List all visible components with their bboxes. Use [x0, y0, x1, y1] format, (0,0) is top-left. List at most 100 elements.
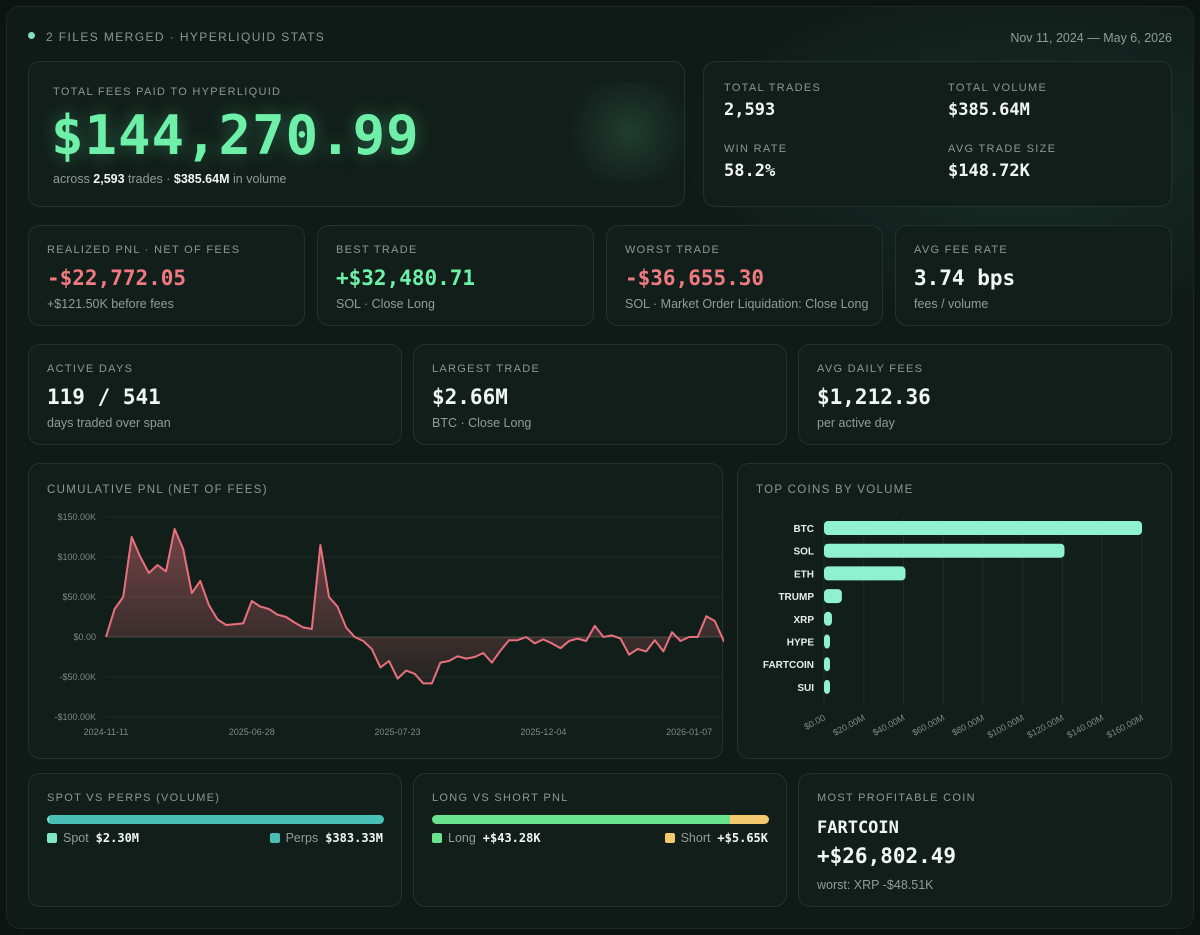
coin-bar: [824, 657, 830, 672]
short-bar-segment: [730, 815, 769, 824]
cumulative-pnl-chart: $150.00K $100.00K $50.00K $0.00 -$50.00K -$10…: [54, 512, 724, 737]
spot-perps-label: SPOT VS PERPS (VOLUME): [47, 792, 221, 804]
most-profitable-card: MOST PROFITABLE COIN FARTCOIN +$26,802.4…: [798, 773, 1172, 907]
y-tick-label: $100.00K: [57, 552, 96, 562]
worst-trade-card: WORST TRADE -$36,655.30 SOL · Market Ord…: [606, 225, 883, 326]
spot-perps-bar: [47, 815, 384, 824]
cumulative-pnl-card: CUMULATIVE PNL (NET OF FEES) $150.00K $10…: [28, 463, 724, 759]
best-trade-value: +$32,480.71: [336, 266, 476, 290]
total-fees-value: $144,270.99: [51, 104, 420, 167]
avg-trade-size-label: AVG TRADE SIZE: [948, 143, 1057, 155]
long-short-label: LONG VS SHORT PNL: [432, 792, 569, 804]
coin-label: TRUMP: [778, 592, 814, 603]
y-tick-label: -$50.00K: [59, 672, 96, 682]
coin-label: ETH: [794, 569, 814, 580]
short-legend-swatch: [664, 833, 675, 843]
top-coins-title: TOP COINS BY VOLUME: [756, 484, 914, 496]
largest-trade-value: $2.66M: [432, 385, 508, 409]
status-dot: [28, 32, 35, 39]
y-tick-label: -$100.00K: [54, 712, 96, 722]
x-tick-label: $80.00M: [950, 713, 986, 738]
coin-bar: [824, 543, 1065, 558]
coin-label: BTC: [793, 524, 814, 535]
realized-pnl-sub: +$121.50K before fees: [47, 297, 174, 311]
coin-label: SOL: [793, 547, 814, 558]
spot-perps-card: SPOT VS PERPS (VOLUME) Spot $2.30M Perps…: [28, 773, 402, 907]
y-tick-label: $150.00K: [57, 512, 96, 522]
active-days-value: 119 / 541: [47, 385, 161, 409]
avg-daily-fees-label: AVG DAILY FEES: [817, 363, 924, 375]
avg-fee-rate-card: AVG FEE RATE 3.74 bps fees / volume: [895, 225, 1172, 326]
y-tick-label: $0.00: [73, 632, 96, 642]
long-legend: Long +$43.28K: [432, 831, 541, 845]
worst-coin-sub: worst: XRP -$48.51K: [817, 878, 934, 892]
spot-bar-segment: [47, 815, 49, 824]
coin-bar: [824, 679, 830, 694]
total-fees-label: TOTAL FEES PAID TO HYPERLIQUID: [53, 86, 282, 98]
perps-legend: Perps $383.33M: [269, 831, 383, 845]
active-days-label: ACTIVE DAYS: [47, 363, 134, 375]
hero-glow: [549, 82, 709, 182]
x-tick-label: $20.00M: [831, 713, 867, 738]
largest-trade-sub: BTC · Close Long: [432, 416, 532, 430]
realized-pnl-card: REALIZED PNL · NET OF FEES -$22,772.05 +…: [28, 225, 305, 326]
total-fees-card: TOTAL FEES PAID TO HYPERLIQUID $144,270.…: [28, 61, 709, 207]
pnl-area-fill: [106, 529, 724, 684]
x-tick-label: $40.00M: [871, 713, 907, 738]
coin-bar: [824, 566, 906, 581]
largest-trade-label: LARGEST TRADE: [432, 363, 541, 375]
header-title: 2 FILES MERGED · HYPERLIQUID STATS: [46, 30, 326, 44]
date-range: Nov 11, 2024 — May 6, 2026: [1010, 31, 1172, 45]
y-tick-label: $50.00K: [62, 592, 96, 602]
spot-legend: Spot $2.30M: [47, 831, 139, 845]
active-days-sub: days traded over span: [47, 416, 171, 430]
best-trade-card: BEST TRADE +$32,480.71 SOL · Close Long: [317, 225, 594, 326]
best-trade-sub: SOL · Close Long: [336, 297, 435, 311]
avg-trade-size-value: $148.72K: [948, 161, 1030, 181]
total-volume-value: $385.64M: [948, 100, 1030, 120]
total-trades-value: 2,593: [724, 100, 776, 120]
x-tick-label: $160.00M: [1105, 713, 1145, 741]
avg-daily-fees-sub: per active day: [817, 416, 895, 430]
largest-trade-card: LARGEST TRADE $2.66M BTC · Close Long: [413, 344, 787, 445]
x-tick-label: $0.00: [802, 713, 827, 732]
top-coins-card: TOP COINS BY VOLUME $0.00 $20.00M $40.00M $…: [737, 463, 1172, 759]
x-tick-label: $60.00M: [911, 713, 947, 738]
most-profitable-coin: FARTCOIN: [817, 818, 899, 838]
total-fees-sub: across 2,593 trades · $385.64M in volume: [53, 172, 287, 186]
realized-pnl-label: REALIZED PNL · NET OF FEES: [47, 244, 241, 256]
x-tick-label: 2025-07-23: [375, 727, 421, 737]
total-volume-label: TOTAL VOLUME: [948, 82, 1048, 94]
worst-trade-label: WORST TRADE: [625, 244, 721, 256]
long-short-bar: [432, 815, 769, 824]
x-tick-label: $140.00M: [1065, 713, 1105, 741]
spot-legend-swatch: [47, 833, 57, 843]
best-trade-label: BEST TRADE: [336, 244, 418, 256]
cumulative-pnl-title: CUMULATIVE PNL (NET OF FEES): [47, 484, 268, 496]
avg-fee-rate-label: AVG FEE RATE: [914, 244, 1009, 256]
x-tick-label: 2026-01-07: [666, 727, 712, 737]
pnl-line: [105, 528, 724, 685]
x-tick-label: 2025-06-28: [229, 727, 275, 737]
coin-label: FARTCOIN: [763, 660, 814, 671]
x-tick-label: $100.00M: [986, 713, 1026, 741]
avg-fee-rate-sub: fees / volume: [914, 297, 989, 311]
worst-trade-value: -$36,655.30: [625, 266, 765, 290]
most-profitable-value: +$26,802.49: [817, 844, 957, 868]
win-rate-label: WIN RATE: [724, 143, 788, 155]
coin-label: XRP: [793, 615, 814, 626]
total-trades-label: TOTAL TRADES: [724, 82, 822, 94]
coin-bar: [824, 634, 830, 649]
perps-bar-segment: [49, 815, 384, 824]
avg-daily-fees-card: AVG DAILY FEES $1,212.36 per active day: [798, 344, 1172, 445]
coin-bar: [824, 589, 842, 604]
x-tick-label: $120.00M: [1025, 713, 1065, 741]
perps-legend-swatch: [269, 833, 280, 843]
active-days-card: ACTIVE DAYS 119 / 541 days traded over s…: [28, 344, 402, 445]
long-short-card: LONG VS SHORT PNL Long +$43.28K Short +$…: [413, 773, 787, 907]
realized-pnl-value: -$22,772.05: [47, 266, 187, 290]
x-tick-label: 2024-11-11: [84, 727, 129, 737]
coin-label: SUI: [797, 683, 814, 694]
long-legend-swatch: [432, 833, 442, 843]
long-bar-segment: [432, 815, 730, 824]
